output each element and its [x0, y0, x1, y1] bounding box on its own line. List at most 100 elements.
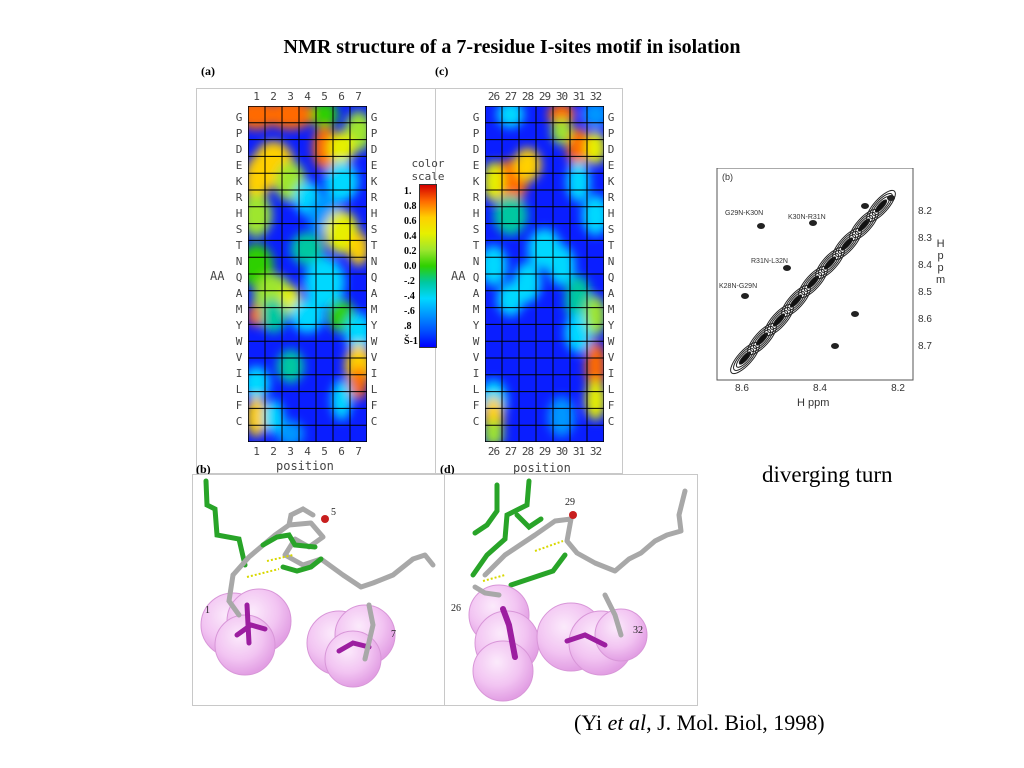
aa-label-K: K — [472, 175, 480, 188]
nmr-y-tick: 8.4 — [918, 260, 932, 271]
aa-label-C: C — [235, 415, 243, 428]
aa-label-V: V — [607, 351, 615, 364]
aa-label-Q: Q — [370, 271, 378, 284]
color-scale-caption: color scale — [404, 157, 452, 183]
citation: (Yi et al, J. Mol. Biol, 1998) — [574, 710, 825, 735]
aa-label-C: C — [370, 415, 378, 428]
aa-label-C: C — [607, 415, 615, 428]
aa-label-R: R — [235, 191, 243, 204]
color-scale-tick: .8 — [404, 321, 412, 332]
nmr-x-axis-label: H ppm — [797, 397, 830, 409]
aa-label-E: E — [370, 159, 378, 172]
color-scale-tick: -.6 — [404, 306, 415, 317]
color-scale-tick: -.2 — [404, 276, 415, 287]
aa-label-L: L — [472, 383, 480, 396]
aa-label-S: S — [235, 223, 243, 236]
position-label-6: 6 — [338, 90, 345, 103]
aa-label-W: W — [370, 335, 378, 348]
aa-label-N: N — [607, 255, 615, 268]
aa-label-W: W — [472, 335, 480, 348]
aa-label-D: D — [607, 143, 615, 156]
position-label-27: 27 — [504, 90, 517, 103]
aa-label-N: N — [370, 255, 378, 268]
position-label-26: 26 — [487, 445, 500, 458]
aa-label-L: L — [370, 383, 378, 396]
aa-label-F: F — [607, 399, 615, 412]
aa-label-H: H — [235, 207, 243, 220]
aa-label-A: A — [235, 287, 243, 300]
structure-d-label-29: 29 — [565, 497, 575, 508]
position-label-4: 4 — [304, 90, 311, 103]
aa-label-T: T — [235, 239, 243, 252]
position-label-1: 1 — [253, 445, 260, 458]
aa-label-W: W — [235, 335, 243, 348]
nmr-label-g29n-k30n: G29N-K30N — [725, 210, 764, 217]
aa-label-D: D — [472, 143, 480, 156]
position-label-30: 30 — [555, 445, 568, 458]
aa-label-A: A — [472, 287, 480, 300]
structure-b-label-1: 1 — [205, 605, 210, 616]
structure-b-label-5: 5 — [331, 507, 336, 518]
nmr-label-r31n-l32n: R31N-L32N — [751, 258, 788, 265]
panel-label-d: (d) — [440, 462, 455, 476]
aa-label-M: M — [472, 303, 480, 316]
position-axis-label-c: position — [513, 461, 571, 475]
aa-label-K: K — [370, 175, 378, 188]
aa-label-V: V — [472, 351, 480, 364]
aa-label-L: L — [607, 383, 615, 396]
aa-label-M: M — [370, 303, 378, 316]
aa-label-Y: Y — [472, 319, 480, 332]
position-axis-label-a: position — [276, 459, 334, 473]
aa-label-H: H — [607, 207, 615, 220]
aa-label-F: F — [370, 399, 378, 412]
color-scale-ticks: 1. 0.8 0.6 0.4 0.2 0.0 -.2 -.4 -.6 .8 Š-1 — [404, 184, 418, 349]
color-scale-tick: 0.6 — [404, 216, 417, 227]
aa-label-G: G — [235, 111, 243, 124]
aa-label-R: R — [370, 191, 378, 204]
position-label-29: 29 — [538, 90, 551, 103]
aa-label-K: K — [607, 175, 615, 188]
position-label-30: 30 — [555, 90, 568, 103]
aa-label-G: G — [370, 111, 378, 124]
aa-axis-label-a: AA — [210, 269, 225, 283]
structure-b: 5 1 7 — [200, 478, 436, 688]
aa-label-S: S — [472, 223, 480, 236]
aa-label-G: G — [607, 111, 615, 124]
aa-label-Q: Q — [607, 271, 615, 284]
aa-label-P: P — [472, 127, 480, 140]
position-label-2: 2 — [270, 90, 277, 103]
aa-label-V: V — [235, 351, 243, 364]
aa-label-Y: Y — [235, 319, 243, 332]
position-label-3: 3 — [287, 90, 294, 103]
aa-label-G: G — [472, 111, 480, 124]
color-scale-tick: -.4 — [404, 291, 415, 302]
nmr-panel-label: (b) — [722, 172, 733, 182]
heatmap-c-col-labels-top: 26 27 28 29 30 31 32 — [485, 90, 604, 103]
position-label-7: 7 — [355, 90, 362, 103]
aa-label-Q: Q — [235, 271, 243, 284]
aa-label-I: I — [607, 367, 615, 380]
aa-label-P: P — [370, 127, 378, 140]
structure-b-label-7: 7 — [391, 629, 396, 640]
nmr-label-k30n-r31n: K30N-R31N — [788, 214, 826, 221]
color-scale-caption-line2: scale — [411, 170, 445, 183]
aa-label-T: T — [370, 239, 378, 252]
aa-label-I: I — [235, 367, 243, 380]
position-label-26: 26 — [487, 90, 500, 103]
nmr-y-ticks: 8.2 8.3 8.4 8.5 8.6 8.7 — [918, 206, 932, 368]
panel-label-b: (b) — [196, 462, 211, 476]
position-label-6: 6 — [338, 445, 345, 458]
position-label-32: 32 — [589, 90, 602, 103]
position-label-28: 28 — [521, 90, 534, 103]
aa-label-D: D — [370, 143, 378, 156]
nmr-y-axis-label: H p p m — [936, 238, 946, 286]
aa-label-F: F — [235, 399, 243, 412]
position-label-2: 2 — [270, 445, 277, 458]
panel-label-a: (a) — [201, 64, 215, 78]
aa-axis-label-c: AA — [451, 269, 466, 283]
aa-label-A: A — [370, 287, 378, 300]
color-scale-tick: 0.2 — [404, 246, 417, 257]
